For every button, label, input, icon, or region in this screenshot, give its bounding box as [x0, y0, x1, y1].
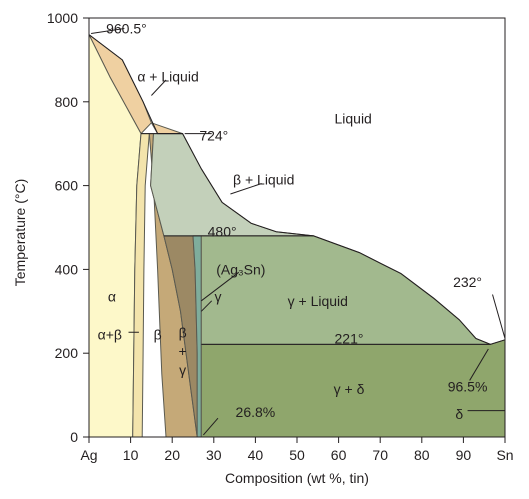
x-tick-label: 20	[164, 447, 180, 463]
region-alpha-beta	[132, 133, 150, 438]
label-232-leader	[492, 294, 506, 339]
x-tick-label: 60	[331, 447, 347, 463]
x-tick-label: 50	[289, 447, 305, 463]
y-tick-label: 0	[70, 429, 78, 445]
y-tick-label: 600	[55, 178, 79, 194]
label-beta-gamma-g: γ	[179, 362, 186, 378]
label-beta-gamma-b: β	[179, 324, 187, 340]
label-232: 232°	[453, 274, 482, 290]
phase-regions	[88, 34, 506, 438]
label-gamma-liquid: γ + Liquid	[288, 293, 348, 309]
label-724: 724°	[199, 127, 228, 143]
label-alpha: α	[108, 289, 116, 305]
region-gamma-liquid	[200, 235, 491, 345]
y-axis-title: Temperature (°C)	[12, 179, 28, 287]
annotations: 960.5° α + Liquid Liquid 724° β + Liquid 480°…	[98, 20, 488, 421]
label-ag3sn-leader	[201, 271, 240, 302]
x-tick-label: Sn	[496, 447, 513, 463]
liquidus-line	[88, 34, 506, 345]
x-axis-title: Composition (wt %, tin)	[225, 470, 369, 486]
y-tick-label: 400	[55, 261, 79, 277]
x-tick-label: Ag	[80, 447, 97, 463]
label-960-leader	[91, 27, 125, 34]
x-tick-label: 70	[372, 447, 388, 463]
label-beta-liquid-leader	[230, 183, 262, 195]
label-gamma: γ	[214, 289, 221, 305]
y-tick-label: 1000	[47, 10, 78, 26]
x-tick-label: 40	[248, 447, 264, 463]
label-gamma-leader	[200, 300, 213, 312]
label-beta-liquid: β + Liquid	[233, 171, 294, 187]
label-alpha-beta: α+β	[98, 326, 122, 342]
label-960: 960.5°	[106, 20, 147, 36]
x-tick-label: 30	[206, 447, 222, 463]
annotation-leaders	[91, 27, 506, 436]
label-26-8-leader	[203, 417, 219, 436]
label-480: 480°	[208, 224, 237, 240]
y-axis: 0 200 400 600 800 1000	[47, 10, 89, 445]
label-alpha-liquid-leader	[151, 79, 167, 96]
phase-boundaries	[88, 34, 506, 345]
label-beta-gamma-plus: +	[179, 343, 187, 359]
x-tick-label: 10	[123, 447, 139, 463]
label-gamma-delta: γ + δ	[334, 381, 365, 397]
x-tick-label: 90	[456, 447, 472, 463]
x-axis: Ag 10 20 30 40 50 60 70 80 90 Sn	[80, 437, 514, 463]
x-tick-label: 80	[414, 447, 430, 463]
label-221: 221°	[335, 331, 364, 347]
y-tick-label: 800	[55, 94, 79, 110]
label-ag3sn: (Ag₃Sn)	[216, 261, 265, 277]
label-96-5-leader	[469, 348, 489, 381]
label-96-5: 96.5%	[448, 379, 488, 395]
label-alpha-liquid: α + Liquid	[137, 69, 198, 85]
label-26-8: 26.8%	[236, 404, 276, 420]
y-tick-label: 200	[55, 345, 79, 361]
label-beta: β	[154, 326, 162, 342]
label-liquid: Liquid	[334, 111, 371, 127]
label-delta: δ	[455, 406, 463, 422]
